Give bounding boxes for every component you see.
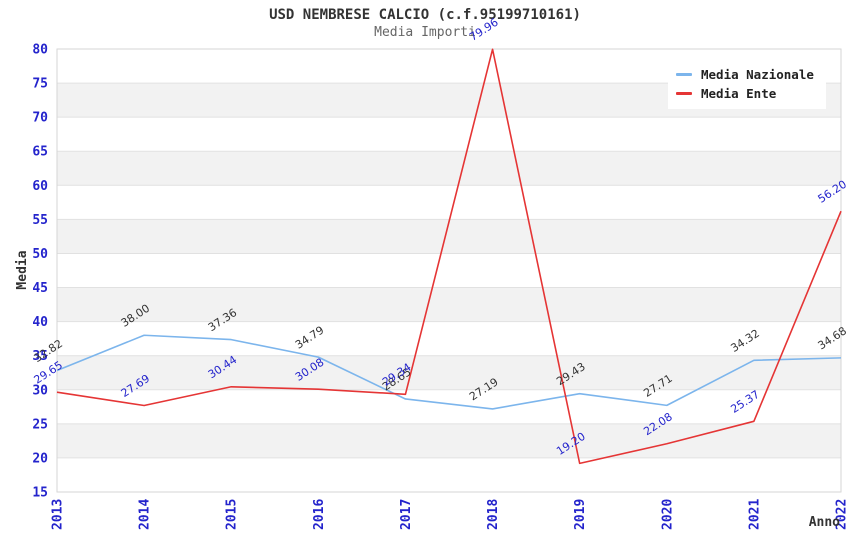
x-tick-label: 2021 [747, 499, 762, 530]
plot-band [57, 423, 841, 458]
x-tick-label: 2015 [225, 499, 240, 530]
legend-swatch-ente-icon [676, 92, 692, 95]
y-tick-label: 35 [32, 349, 48, 364]
x-tick-label: 2013 [51, 499, 66, 530]
data-label-1: 79.96 [467, 16, 500, 44]
data-label-0: 34.32 [728, 327, 761, 355]
x-tick-label: 2019 [573, 499, 588, 530]
y-tick-label: 50 [32, 247, 48, 262]
y-tick-label: 45 [32, 281, 48, 296]
y-tick-label: 75 [32, 77, 48, 92]
data-label-0: 34.68 [816, 324, 849, 352]
x-axis-title: Anno [809, 515, 840, 530]
data-label-0: 34.79 [293, 324, 326, 352]
x-tick-label: 2018 [486, 499, 501, 530]
series-line-0 [56, 334, 842, 410]
plot-band [57, 287, 841, 322]
data-label-1: 25.37 [728, 388, 761, 416]
x-tick-label: 2020 [660, 499, 675, 530]
plot-band [57, 219, 841, 254]
legend-swatch-nazionale-icon [676, 73, 692, 76]
series-line-1 [56, 48, 842, 465]
legend-label-ente: Media Ente [701, 86, 777, 101]
y-tick-label: 60 [32, 179, 48, 194]
plot-border [56, 48, 842, 493]
y-tick-label: 65 [32, 145, 48, 160]
y-tick-label: 70 [32, 111, 48, 126]
legend-item-media-ente[interactable]: Media Ente [676, 84, 814, 103]
y-tick-label: 55 [32, 213, 48, 228]
y-tick-label: 30 [32, 383, 48, 398]
y-axis-title: Media [15, 250, 30, 289]
x-tick-label: 2022 [835, 499, 850, 530]
y-tick-label: 15 [32, 486, 48, 501]
legend: Media Nazionale Media Ente [668, 60, 826, 109]
x-tick-label: 2014 [138, 499, 153, 530]
x-tick-label: 2017 [399, 499, 414, 530]
y-tick-label: 80 [32, 43, 48, 58]
legend-item-media-nazionale[interactable]: Media Nazionale [676, 65, 814, 84]
legend-label-nazionale: Media Nazionale [701, 67, 814, 82]
chart-subtitle: Media Importi [374, 25, 476, 40]
chart-title: USD NEMBRESE CALCIO (c.f.95199710161) [269, 7, 581, 23]
y-tick-label: 25 [32, 417, 48, 432]
plot-band [57, 355, 841, 390]
plot-band [57, 151, 841, 186]
y-tick-label: 40 [32, 315, 48, 330]
y-tick-label: 20 [32, 451, 48, 466]
x-tick-label: 2016 [312, 499, 327, 530]
